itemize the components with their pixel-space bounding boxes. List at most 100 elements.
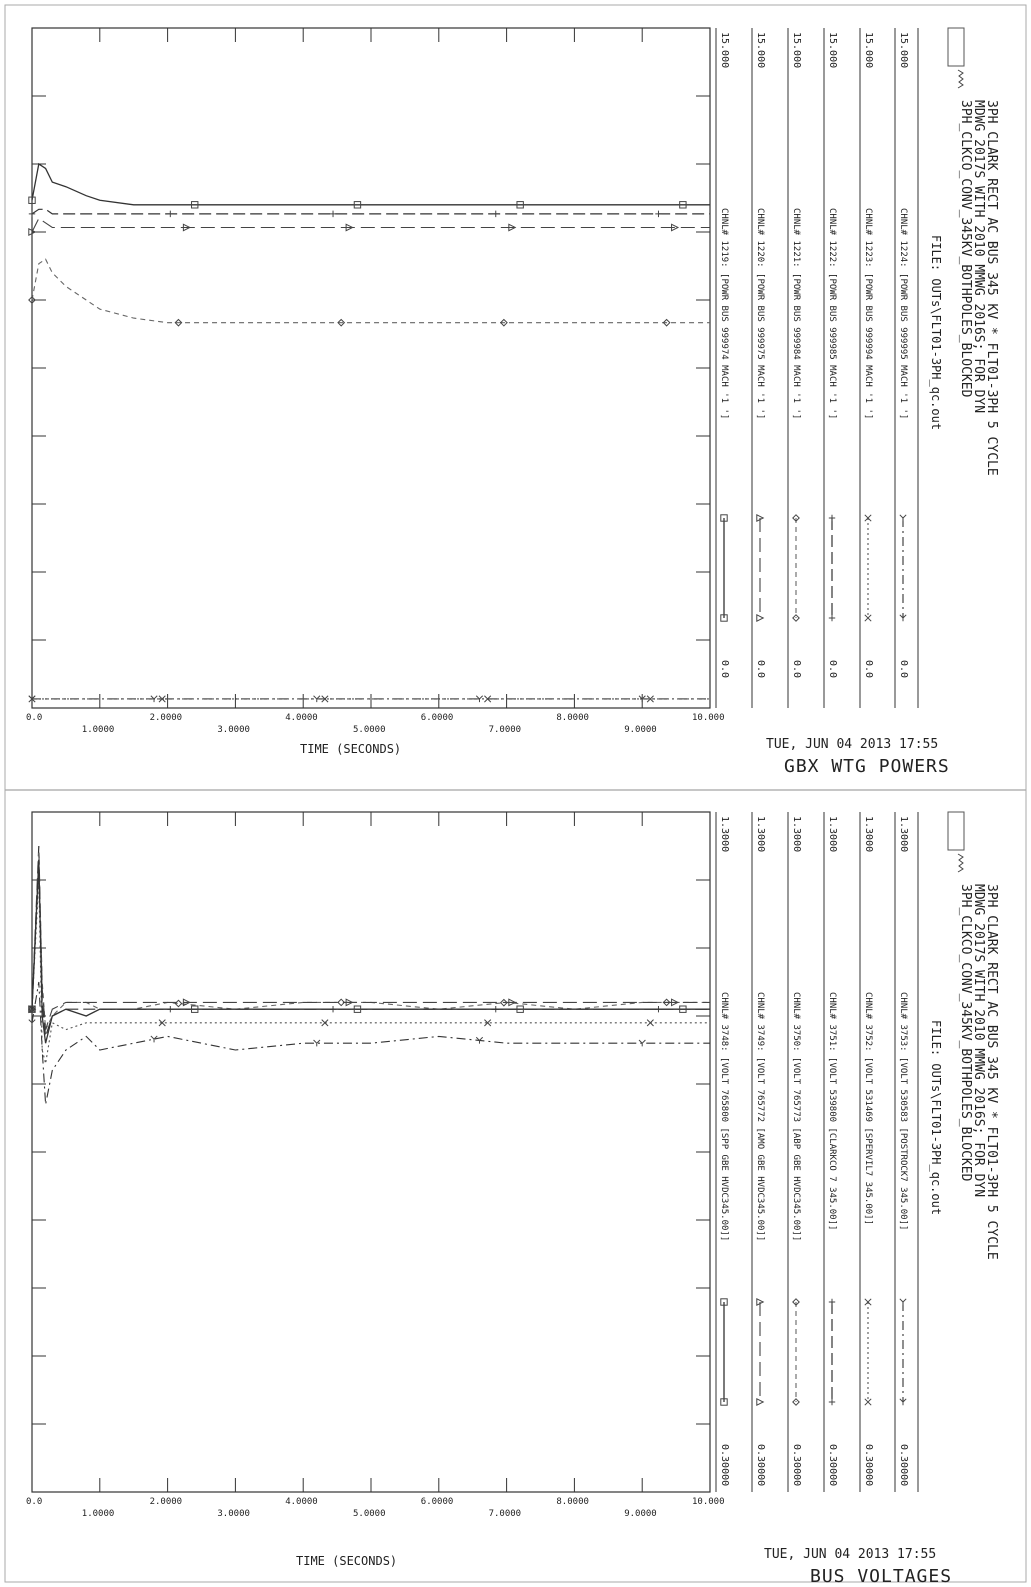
legend-marker [828, 614, 836, 622]
legend-max: 1.3000 [755, 816, 766, 852]
x-tick-label: 5.0000 [353, 1509, 386, 1519]
series-marker-4 [662, 998, 671, 1007]
series-marker-6 [353, 201, 362, 209]
company-logo [947, 27, 965, 67]
series-marker-6 [28, 1005, 36, 1013]
series-line-1 [31, 981, 710, 1105]
series-marker-1 [638, 1039, 646, 1047]
legend: 1.3000 CHNL# 3753: [VOLT 530583 [POSTROCK… [715, 812, 919, 1492]
legend-max: 15.000 [755, 32, 766, 68]
x-tick-label: 3.0000 [217, 725, 250, 735]
series-marker-2 [321, 1019, 329, 1027]
legend-marker [864, 1298, 872, 1306]
legend-min: 0.30000 [719, 1444, 730, 1486]
legend-marker [756, 1297, 765, 1307]
series-marker-2 [158, 1019, 166, 1027]
series-line-6 [31, 859, 710, 1044]
legend-min: 0.30000 [863, 1444, 874, 1486]
x-tick-label: 7.0000 [489, 725, 522, 735]
legend-max: 15.000 [863, 32, 874, 68]
x-tick-labels: 0.0 1.0000 2.0000 3.0000 4.0000 5.0000 6.0000 7… [26, 1497, 725, 1519]
legend-marker [828, 514, 836, 522]
series-marker-4 [28, 296, 36, 304]
series-marker-3 [28, 210, 36, 218]
legend-min: 0.0 [863, 660, 874, 678]
legend-max: 1.3000 [863, 816, 874, 852]
series-marker-1 [28, 1019, 36, 1026]
legend-marker [899, 1398, 907, 1406]
chart-title: GBX WTG POWERS [784, 756, 950, 777]
series-marker-1 [313, 1039, 321, 1047]
series-marker-5 [28, 227, 37, 237]
header-line-2: MDWG 2017S WITH 2010 MMWG 2016S; FOR DYN [971, 884, 986, 1197]
series-marker-6 [516, 1005, 524, 1013]
series-marker-4 [499, 318, 508, 327]
x-tick-label: 4.0000 [285, 1497, 318, 1507]
x-tick-label: 2.0000 [150, 1497, 183, 1507]
series-marker-1 [150, 1035, 158, 1043]
plot-frame [31, 27, 711, 709]
legend-min: 0.30000 [755, 1444, 766, 1486]
legend-marker [720, 1298, 728, 1306]
legend-max: 1.3000 [898, 816, 909, 852]
x-tick-label: 0.0 [26, 713, 42, 723]
x-tick-label: 4.0000 [285, 713, 318, 723]
legend-label: CHNL# 1219: [POWR BUS 999974 MACH '1 '] [719, 208, 729, 419]
legend-marker [792, 614, 800, 622]
file-label: FILE: OUTs\FLT01-3PH_qc.out [929, 235, 943, 430]
series-marker-6 [28, 196, 36, 204]
series-marker-6 [516, 201, 524, 209]
legend-marker [864, 514, 872, 522]
series-lines [28, 162, 710, 703]
series-marker-2 [28, 695, 36, 703]
legend-marker [828, 1398, 836, 1406]
x-tick-label: 6.0000 [421, 713, 454, 723]
series-marker-2 [646, 695, 654, 703]
legend-label: CHNL# 1221: [POWR BUS 999984 MACH '1 '] [791, 208, 801, 419]
series-marker-6 [191, 1005, 199, 1013]
date-stamp: TUE, JUN 04 2013 17:55 [766, 737, 938, 752]
plot-frame [31, 811, 711, 1493]
x-tick-label: 1.0000 [82, 725, 115, 735]
series-marker-5 [182, 998, 191, 1007]
legend-marker [720, 1398, 728, 1406]
legend-marker [864, 1398, 872, 1406]
series-marker-2 [321, 695, 329, 703]
x-tick-label: 10.000 [692, 1497, 725, 1507]
chart-title: BUS VOLTAGES [810, 1566, 952, 1587]
series-marker-6 [679, 201, 687, 209]
legend: 15.000 CHNL# 1224: [POWR BUS 999995 MACH … [715, 28, 919, 708]
x-tick-label: 6.0000 [421, 1497, 454, 1507]
legend-label: CHNL# 3748: [VOLT 765800 [SPP GBE HVDC34… [719, 992, 729, 1241]
series-marker-5 [182, 223, 191, 232]
series-marker-5 [345, 223, 354, 232]
file-label: FILE: OUTs\FLT01-3PH_qc.out [929, 1020, 943, 1215]
series-marker-1 [475, 1036, 484, 1044]
x-tick-label: 0.0 [26, 1497, 42, 1507]
legend-label: CHNL# 3749: [VOLT 765772 [AMO GBE HVDC34… [755, 992, 765, 1241]
date-stamp: TUE, JUN 04 2013 17:55 [764, 1547, 936, 1562]
series-marker-1 [150, 695, 158, 703]
series-marker-2 [484, 695, 492, 703]
series-line-3 [31, 845, 710, 1037]
series-marker-3 [329, 210, 337, 218]
header-line-2: MDWG 2017S WITH 2010 MMWG 2016S; FOR DYN [971, 100, 986, 413]
series-marker-6 [191, 201, 199, 209]
series-marker-4 [499, 998, 508, 1007]
series-marker-3 [492, 210, 499, 218]
legend-min: 0.0 [719, 660, 730, 678]
legend-marker [720, 614, 728, 622]
legend-marker [828, 1298, 836, 1306]
legend-min: 0.30000 [791, 1444, 802, 1486]
header-line-3: 3PH_CLKCO_CONV_345KV_BOTHPOLES_BLOCKED [958, 884, 973, 1182]
x-tick-label: 2.0000 [150, 713, 183, 723]
series-marker-3 [655, 210, 662, 218]
series-line-6 [31, 162, 710, 206]
company-logo [947, 811, 965, 851]
legend-label: CHNL# 3752: [VOLT 531469 [SPERVIL7 345.0… [863, 992, 873, 1225]
series-marker-2 [484, 1019, 492, 1027]
series-marker-5 [671, 223, 680, 232]
legend-label: CHNL# 1224: [POWR BUS 999995 MACH '1 '] [898, 208, 908, 419]
legend-label: CHNL# 1222: [POWR BUS 999985 MACH '1 '] [827, 208, 837, 419]
series-line-5 [31, 866, 710, 1030]
